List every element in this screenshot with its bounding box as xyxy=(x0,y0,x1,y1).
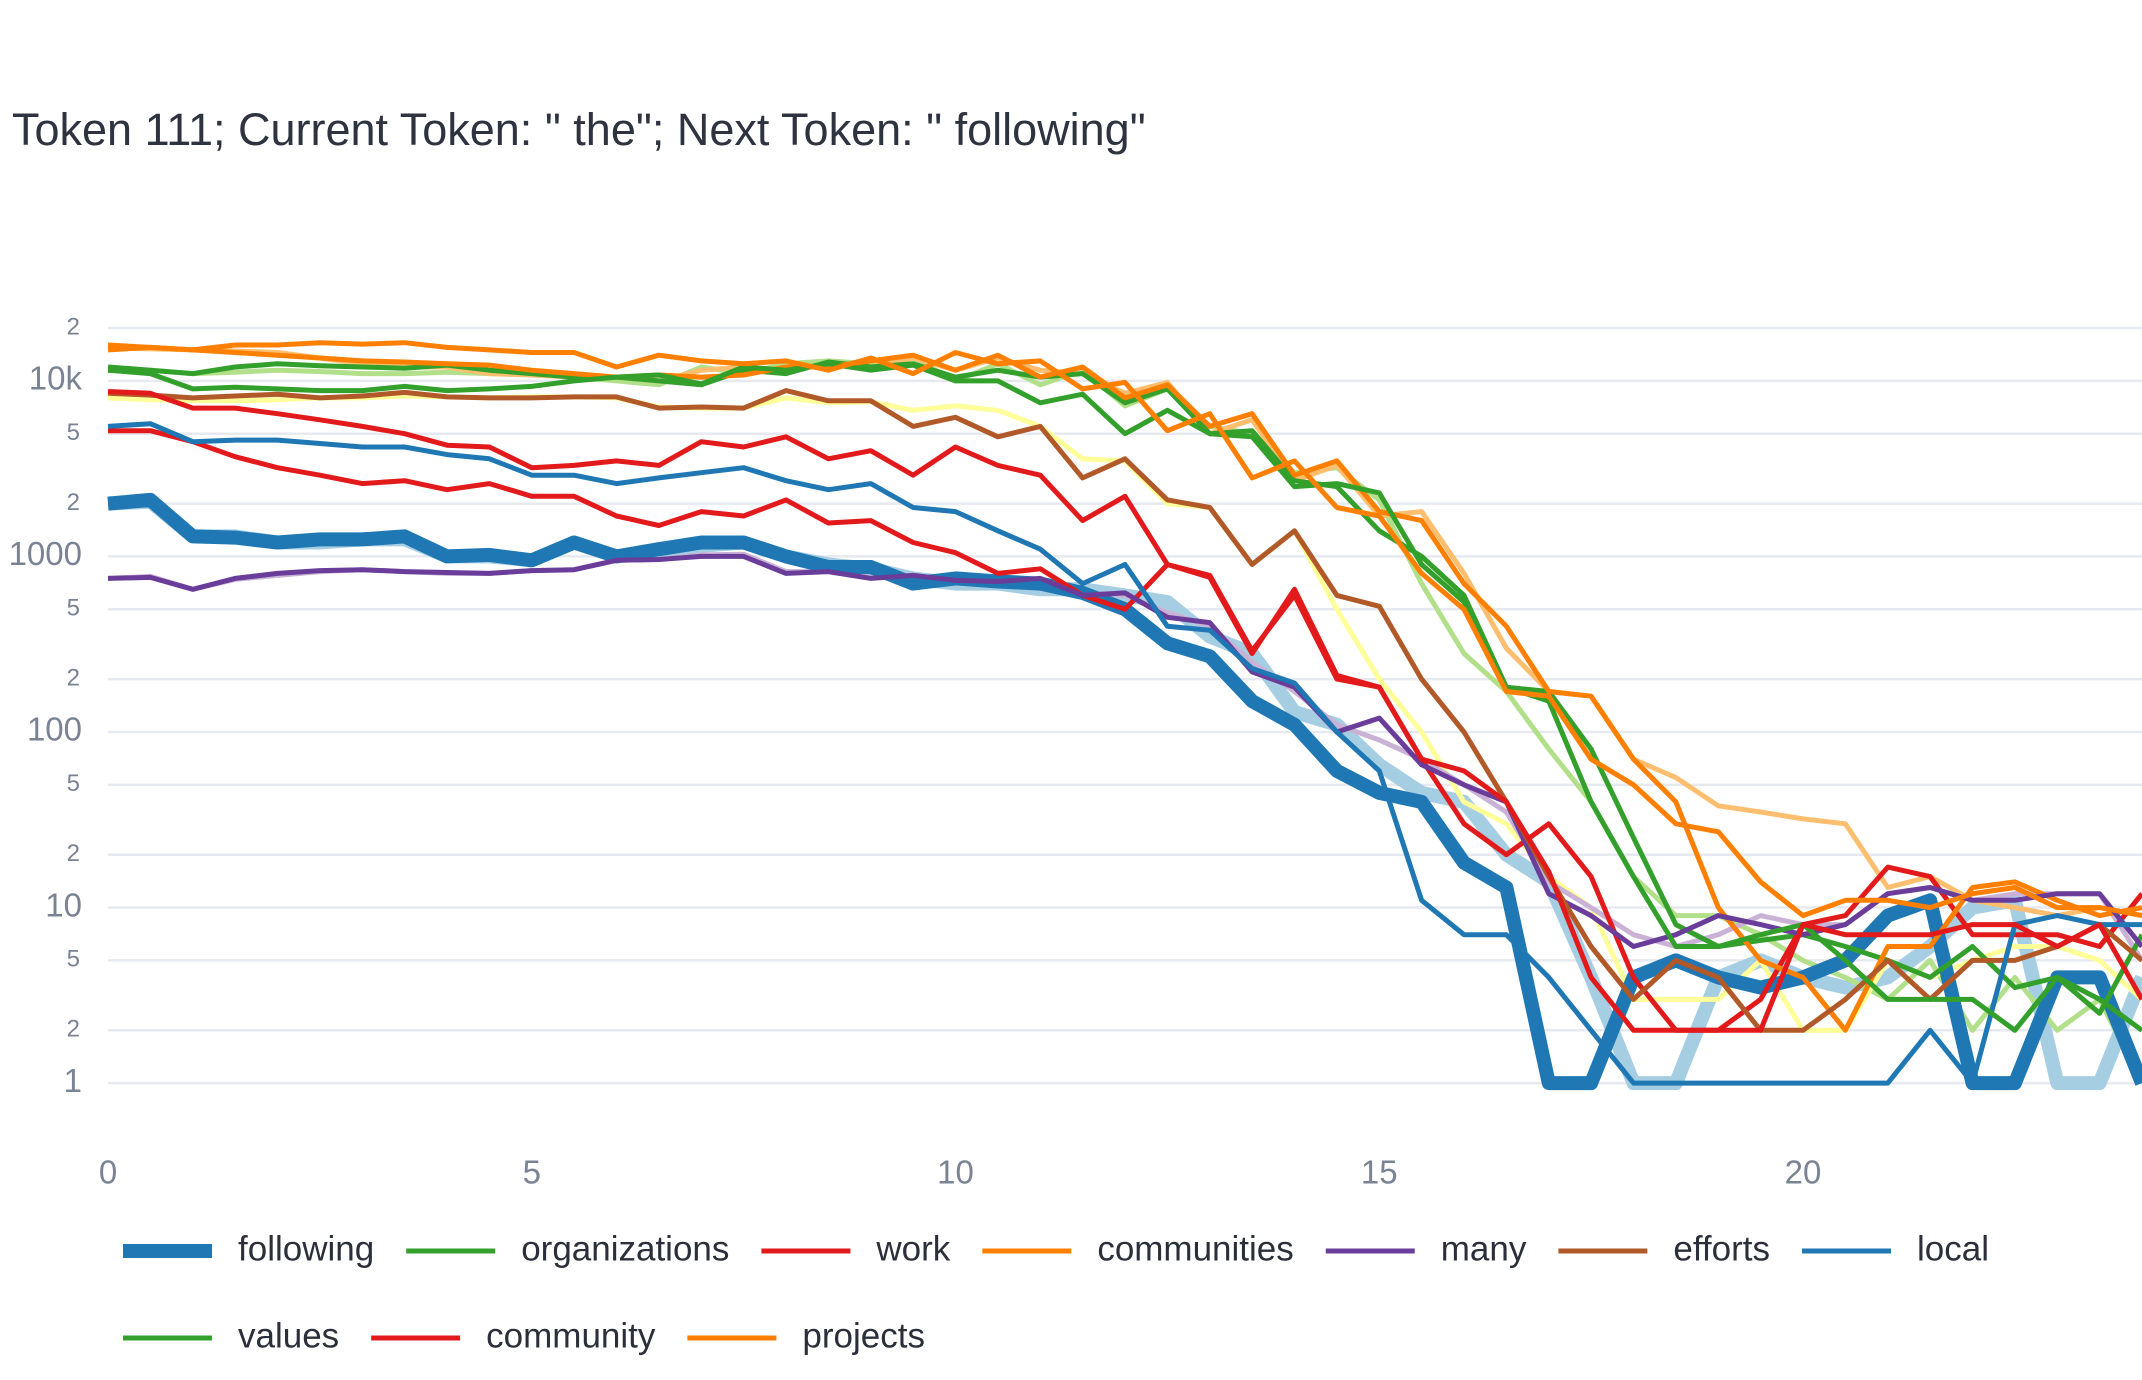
series-line xyxy=(107,389,2142,1033)
legend-item: organizations xyxy=(406,1229,729,1268)
y-tick-label: 1000 xyxy=(9,535,82,572)
legend-item: projects xyxy=(687,1316,925,1355)
y-tick-label: 5 xyxy=(67,770,80,797)
y-tick-label: 1 xyxy=(64,1062,82,1099)
y-tick-label: 10 xyxy=(45,886,82,923)
y-tick-label: 2 xyxy=(67,1016,80,1043)
y-tick-label: 2 xyxy=(67,840,80,867)
y-tick-label: 10k xyxy=(29,360,83,397)
legend-label: community xyxy=(486,1316,656,1355)
y-tick-label: 2 xyxy=(67,313,80,340)
x-tick-label: 5 xyxy=(523,1154,541,1191)
legend-item: local xyxy=(1802,1229,1989,1268)
legend-label: many xyxy=(1441,1229,1527,1268)
legend-label: local xyxy=(1917,1229,1989,1268)
series-line xyxy=(107,553,2142,949)
series-line xyxy=(108,355,2142,1085)
legend-item: many xyxy=(1325,1229,1527,1268)
legend-item: efforts xyxy=(1558,1229,1770,1268)
legend-label: organizations xyxy=(521,1229,729,1268)
legend-label: communities xyxy=(1097,1229,1293,1268)
legend: following organizations work communities man… xyxy=(123,1229,1989,1355)
legend-item: work xyxy=(761,1229,951,1268)
x-tick-label: 15 xyxy=(1361,1154,1398,1191)
chart-title: Token 111; Current Token: " the"; Next T… xyxy=(12,104,1146,155)
y-tick-label: 2 xyxy=(67,664,80,691)
x-tick-label: 20 xyxy=(1785,1154,1822,1191)
legend-item: values xyxy=(123,1316,339,1355)
legend-label: following xyxy=(238,1229,374,1268)
legend-label: efforts xyxy=(1673,1229,1770,1268)
y-tick-label: 5 xyxy=(67,946,80,973)
y-tick-label: 100 xyxy=(27,711,82,748)
legend-item: community xyxy=(371,1316,656,1355)
series-line xyxy=(107,421,2142,1086)
legend-item: communities xyxy=(982,1229,1294,1268)
y-tick-label: 5 xyxy=(67,595,80,622)
legend-label: projects xyxy=(802,1316,925,1355)
y-tick-label: 2 xyxy=(67,489,80,516)
series-line xyxy=(107,342,2142,1033)
legend-label: work xyxy=(875,1229,950,1268)
x-tick-label: 10 xyxy=(937,1154,974,1191)
x-tick-label: 0 xyxy=(99,1154,117,1191)
lines xyxy=(107,340,2142,1091)
y-tick-label: 5 xyxy=(67,419,80,446)
series-line xyxy=(107,340,2142,919)
legend-item: following xyxy=(123,1229,374,1268)
legend-label: values xyxy=(238,1316,339,1355)
series-line xyxy=(107,388,2142,1033)
